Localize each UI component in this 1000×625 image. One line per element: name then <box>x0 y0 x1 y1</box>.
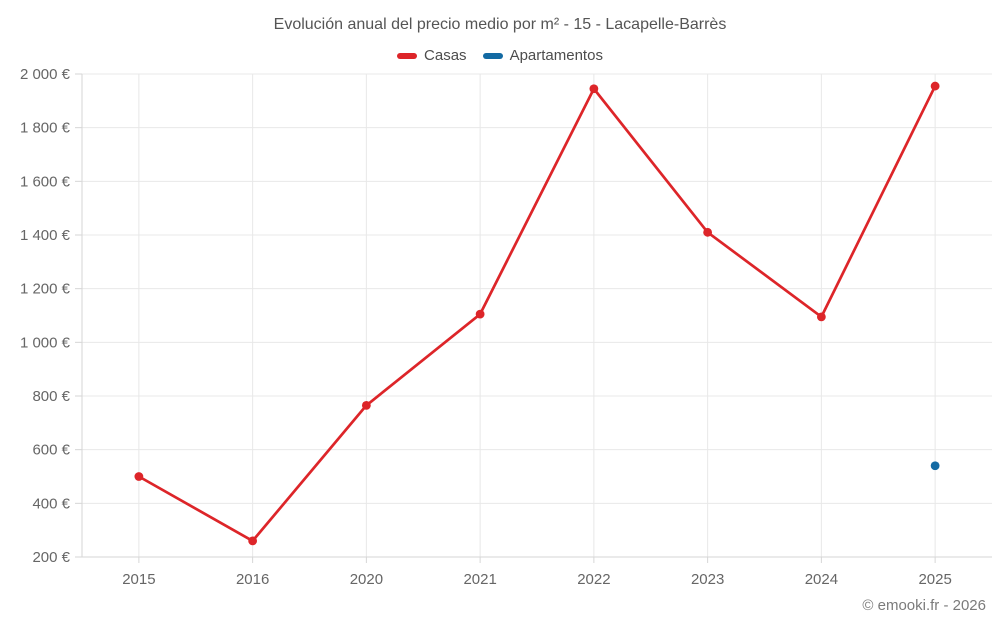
y-tick-label: 1 200 € <box>20 281 71 298</box>
y-tick-label: 200 € <box>32 549 70 566</box>
legend-label: Apartamentos <box>509 47 603 64</box>
copyright-credit: © emooki.fr - 2026 <box>862 597 986 614</box>
data-point[interactable] <box>930 81 940 91</box>
data-point[interactable] <box>248 536 258 546</box>
x-tick-label: 2024 <box>805 571 838 588</box>
x-gridlines <box>138 74 936 563</box>
y-gridlines <box>75 73 992 558</box>
data-point[interactable] <box>930 461 940 471</box>
x-tick-label: 2022 <box>577 571 610 588</box>
x-tick-label: 2020 <box>350 571 383 588</box>
y-tick-label: 1 800 € <box>20 120 71 137</box>
x-tick-label: 2025 <box>918 571 951 588</box>
legend-item-casas[interactable]: Casas <box>397 47 467 64</box>
legend-label: Casas <box>424 47 467 64</box>
x-tick-label: 2021 <box>463 571 496 588</box>
data-point[interactable] <box>134 472 144 481</box>
y-axis-labels: 200 € 400 € 600 € 800 € 1 000 € 1 200 € 1 400 … <box>20 66 71 566</box>
data-point[interactable] <box>589 84 599 94</box>
data-point[interactable] <box>361 400 371 410</box>
legend-swatch-casas <box>397 52 418 59</box>
series-apartamentos <box>930 461 940 471</box>
y-tick-label: 400 € <box>32 495 70 512</box>
x-tick-label: 2015 <box>122 571 155 588</box>
y-tick-label: 800 € <box>32 388 70 405</box>
data-point[interactable] <box>703 227 713 237</box>
y-tick-label: 2 000 € <box>20 66 71 83</box>
legend-item-apartamentos[interactable]: Apartamentos <box>482 47 603 64</box>
chart-legend: Casas Apartamentos <box>0 47 1000 64</box>
y-tick-label: 1 400 € <box>20 227 71 244</box>
legend-swatch-apartamentos <box>482 52 503 59</box>
series-line <box>137 84 937 543</box>
x-axis-labels: 2015 2016 2020 2021 2022 2023 2024 2025 <box>122 571 952 588</box>
data-point[interactable] <box>475 309 485 319</box>
y-tick-label: 1 000 € <box>20 334 71 351</box>
x-tick-label: 2016 <box>236 571 269 588</box>
x-tick-label: 2023 <box>691 571 724 588</box>
data-point[interactable] <box>816 312 826 322</box>
series-casas <box>134 81 940 546</box>
chart-title: Evolución anual del precio medio por m² … <box>273 16 727 33</box>
y-tick-label: 600 € <box>32 442 70 459</box>
y-tick-label: 1 600 € <box>20 173 71 190</box>
